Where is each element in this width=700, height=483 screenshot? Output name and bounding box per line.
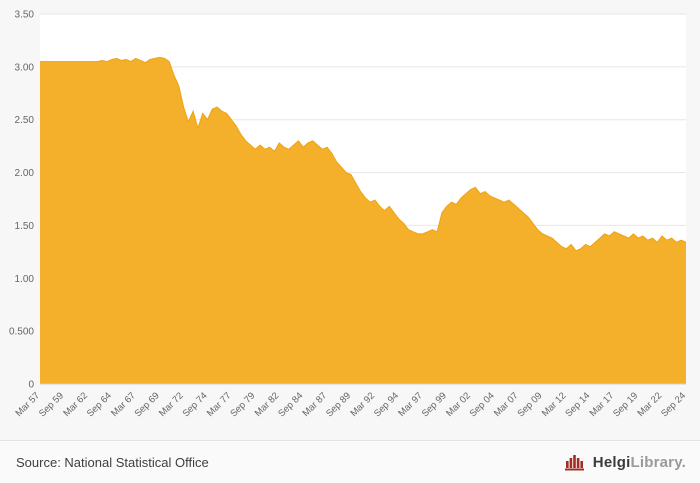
x-tick-label: Mar 77	[205, 390, 234, 419]
x-tick-label: Sep 89	[324, 390, 353, 419]
y-tick-label: 1.50	[15, 221, 35, 232]
x-tick-label: Mar 07	[492, 390, 521, 419]
x-tick-label: Mar 82	[253, 390, 282, 419]
x-tick-label: Mar 02	[444, 390, 473, 419]
y-tick-label: 1.00	[15, 274, 35, 285]
y-tick-label: 3.00	[15, 62, 35, 73]
brand-name: HelgiLibrary.	[593, 454, 686, 471]
x-tick-label: Mar 57	[13, 390, 42, 419]
x-tick-label: Sep 59	[37, 390, 66, 419]
y-tick-label: 2.00	[15, 168, 35, 179]
y-tick-label: 0.500	[9, 327, 34, 338]
x-tick-label: Sep 79	[228, 390, 257, 419]
area-series	[40, 57, 686, 385]
x-tick-label: Mar 72	[157, 390, 186, 419]
x-tick-label: Sep 24	[659, 390, 688, 419]
x-tick-label: Sep 94	[372, 390, 401, 419]
helgi-logo-icon	[564, 453, 587, 471]
x-tick-label: Sep 99	[420, 390, 449, 419]
brand-name-bold: Helgi	[592, 453, 631, 471]
y-tick-label: 3.50	[15, 10, 35, 21]
chart-footer: Source: National Statistical Office Helg…	[0, 440, 700, 483]
x-tick-label: Sep 14	[563, 390, 592, 419]
x-tick-label: Mar 17	[588, 390, 617, 419]
helgi-library-logo[interactable]: HelgiLibrary.	[564, 453, 686, 471]
x-tick-label: Mar 97	[396, 390, 425, 419]
chart-container: 3.50 3.00 2.50 2.00 1.50 1.00 0.500 0 Mar 57 Sep …	[9, 10, 688, 420]
x-tick-label: Mar 22	[636, 390, 665, 419]
source-text: Source: National Statistical Office	[16, 454, 209, 470]
x-tick-label: Mar 67	[109, 390, 138, 419]
y-tick-label: 0	[28, 380, 34, 391]
x-tick-label: Sep 09	[515, 390, 544, 419]
x-tick-label: Mar 62	[61, 390, 90, 419]
x-tick-label: Mar 92	[348, 390, 377, 419]
x-tick-label: Sep 19	[611, 390, 640, 419]
x-tick-label: Sep 84	[276, 390, 305, 419]
x-tick-label: Sep 74	[181, 390, 210, 419]
x-tick-label: Sep 69	[133, 390, 162, 419]
series-line	[40, 56, 687, 252]
x-tick-label: Sep 04	[468, 390, 497, 419]
x-tick-label: Sep 64	[85, 390, 114, 419]
x-tick-label: Mar 87	[301, 390, 330, 419]
y-tick-label: 2.50	[15, 115, 35, 126]
brand-name-rest: Library.	[630, 453, 686, 471]
x-tick-label: Mar 12	[540, 390, 569, 419]
